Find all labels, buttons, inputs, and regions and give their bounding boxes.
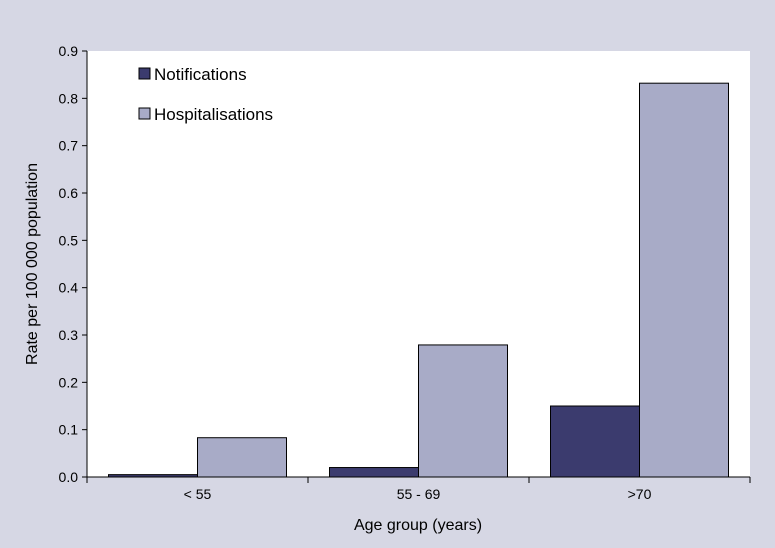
y-tick-label: 0.8 (59, 90, 79, 106)
legend-label: Hospitalisations (154, 105, 273, 124)
bar-hospitalisations (197, 437, 287, 478)
legend-swatch (138, 107, 151, 120)
legend-swatch (138, 67, 151, 80)
y-tick-label: 0.7 (59, 138, 79, 154)
x-axis-label: Age group (years) (354, 517, 482, 534)
y-tick-label: 0.0 (59, 469, 79, 485)
y-tick-label: 0.1 (59, 422, 79, 438)
bar-notifications (550, 405, 640, 478)
y-tick-label: 0.5 (59, 232, 79, 248)
x-tick-label: >70 (628, 486, 652, 502)
y-tick-label: 0.6 (59, 185, 79, 201)
legend-label: Notifications (154, 65, 247, 84)
bar-hospitalisations (639, 82, 729, 478)
bar-notifications (329, 467, 419, 478)
y-tick-label: 0.4 (59, 280, 79, 296)
legend: Notifications Hospitalisations (138, 65, 273, 124)
x-tick-label: < 55 (184, 486, 212, 502)
y-tick-label: 0.2 (59, 374, 79, 390)
bar-hospitalisations (418, 344, 508, 478)
y-tick-label: 0.3 (59, 327, 79, 343)
y-axis-label: Rate per 100 000 population (24, 163, 41, 365)
y-tick-label: 0.9 (59, 43, 79, 59)
x-tick-label: 55 - 69 (397, 486, 441, 502)
